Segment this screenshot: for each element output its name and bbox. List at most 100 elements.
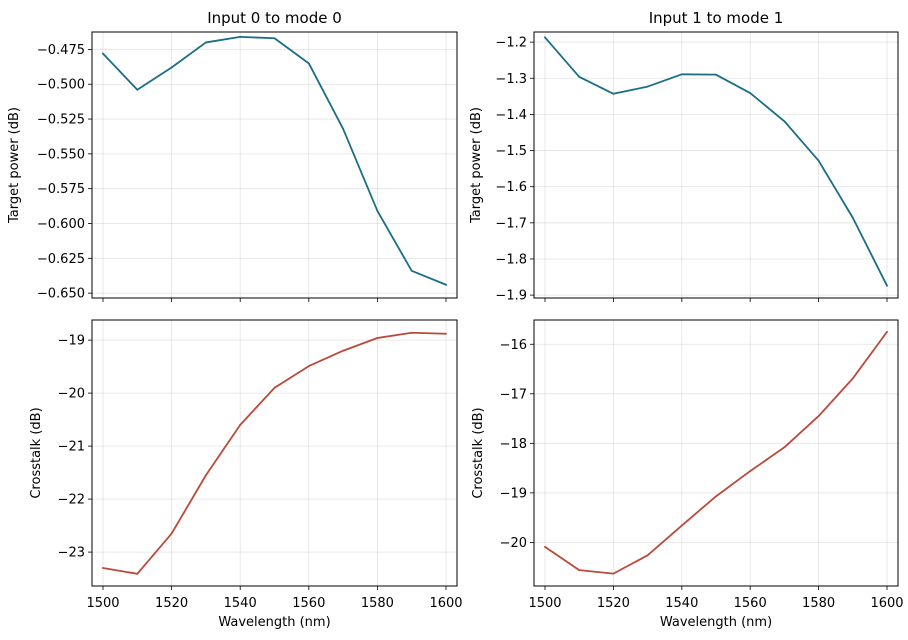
x-tick-label: 1520 xyxy=(155,596,188,611)
data-point xyxy=(544,545,546,548)
data-point xyxy=(578,569,581,572)
panel-top-right: −1.2 −1.3 −1.4 −1.5 −1.6 −1.7 −1.8 −1.9 Input 1 … xyxy=(469,9,899,304)
data-point xyxy=(102,52,104,55)
data-point xyxy=(136,88,139,91)
x-tick-label: 1600 xyxy=(429,596,462,611)
x-axis-label: Wavelength (nm) xyxy=(660,615,772,630)
y-tick-label: −0.500 xyxy=(37,78,85,93)
data-point xyxy=(646,85,649,88)
x-tick-label: 1520 xyxy=(597,596,630,611)
data-point xyxy=(205,41,207,44)
axes-frame xyxy=(533,31,899,299)
data-point xyxy=(612,572,615,575)
data-point xyxy=(445,283,447,286)
x-tick-label: 1500 xyxy=(86,596,119,611)
y-tick-label: −1.8 xyxy=(495,252,527,267)
panel-bottom-right: 1500 1520 1540 1560 1580 1600 −16 −17 −18 −19 −20 W… xyxy=(471,319,904,630)
data-point xyxy=(817,415,820,417)
y-tick-label: −17 xyxy=(500,387,527,402)
y-tick-label: −0.575 xyxy=(37,182,85,197)
panel-title: Input 1 to mode 1 xyxy=(649,9,784,27)
data-point xyxy=(273,386,276,389)
data-point xyxy=(544,36,546,39)
x-tick-label: 1580 xyxy=(361,596,394,611)
data-point xyxy=(851,377,854,380)
y-tick-label: −19 xyxy=(58,334,85,349)
y-tick-label: −23 xyxy=(58,546,85,561)
x-tick-label: 1600 xyxy=(870,596,903,611)
y-tick-label: −1.6 xyxy=(495,180,527,195)
x-tick-label: 1540 xyxy=(224,596,257,611)
y-tick-label: −0.600 xyxy=(37,217,85,232)
y-tick-label: −20 xyxy=(58,387,85,402)
y-axis-label: Crosstalk (dB) xyxy=(471,407,486,498)
data-point xyxy=(680,524,683,527)
y-tick-label: −0.525 xyxy=(37,113,85,128)
data-point xyxy=(102,567,104,569)
x-tick-label: 1560 xyxy=(734,596,767,611)
data-point xyxy=(170,66,173,69)
data-point xyxy=(136,572,139,575)
data-point xyxy=(376,337,379,339)
data-point xyxy=(783,120,786,123)
data-point xyxy=(342,127,344,130)
axes-frame xyxy=(533,319,899,587)
data-point xyxy=(783,446,786,449)
x-tick-label: 1500 xyxy=(528,596,561,611)
data-point xyxy=(307,365,310,367)
y-axis-label: Target power (dB) xyxy=(7,107,22,224)
y-tick-label: −1.3 xyxy=(495,72,527,87)
data-point xyxy=(817,159,820,162)
data-point xyxy=(851,216,854,219)
data-point xyxy=(205,474,207,477)
axes-frame xyxy=(91,31,458,299)
y-tick-label: −19 xyxy=(500,486,527,501)
data-point xyxy=(680,73,683,76)
y-axis-label: Crosstalk (dB) xyxy=(29,407,44,498)
y-tick-label: −1.9 xyxy=(495,289,527,304)
y-tick-label: −0.650 xyxy=(37,287,85,302)
y-tick-label: −0.625 xyxy=(37,252,85,267)
y-axis-label: Target power (dB) xyxy=(469,107,484,224)
y-tick-label: −0.550 xyxy=(37,147,85,162)
y-tick-label: −1.4 xyxy=(495,108,527,123)
data-point xyxy=(715,495,717,498)
y-tick-label: −21 xyxy=(58,440,85,455)
data-point xyxy=(239,35,242,38)
data-point xyxy=(410,269,413,272)
y-tick-label: −22 xyxy=(58,493,85,508)
x-tick-label: 1540 xyxy=(665,596,698,611)
data-point xyxy=(410,331,413,334)
data-point xyxy=(715,73,717,76)
data-point xyxy=(342,349,344,352)
data-point xyxy=(307,62,310,65)
data-point xyxy=(886,330,888,333)
data-point xyxy=(239,424,242,426)
data-point xyxy=(273,37,276,40)
axes-frame xyxy=(91,319,458,587)
series-line-top-left xyxy=(102,35,447,286)
data-point xyxy=(376,210,379,212)
panel-bottom-left: 1500 1520 1540 1560 1580 1600 −19 −20 −21 −22 −23 W… xyxy=(29,319,463,630)
data-point xyxy=(749,92,752,94)
y-tick-label: −16 xyxy=(500,338,527,353)
y-tick-label: −20 xyxy=(500,536,527,551)
data-point xyxy=(612,92,615,95)
series-line-bottom-right xyxy=(544,330,888,575)
data-point xyxy=(170,532,173,535)
y-tick-label: −1.7 xyxy=(495,216,527,231)
y-tick-label: −1.5 xyxy=(495,144,527,159)
x-axis-label: Wavelength (nm) xyxy=(218,615,330,630)
y-tick-label: −0.475 xyxy=(37,43,85,58)
data-point xyxy=(749,470,752,472)
panel-title: Input 0 to mode 0 xyxy=(207,9,342,27)
panel-top-left: −0.475 −0.500 −0.525 −0.550 −0.575 −0.600 −0.6… xyxy=(7,9,458,302)
x-tick-label: 1560 xyxy=(292,596,325,611)
data-point xyxy=(646,554,649,557)
data-point xyxy=(886,284,888,287)
data-point xyxy=(578,75,581,78)
y-tick-label: −1.2 xyxy=(495,36,527,51)
series-line-bottom-left xyxy=(102,331,447,575)
y-tick-label: −18 xyxy=(500,437,527,452)
x-tick-label: 1580 xyxy=(802,596,835,611)
